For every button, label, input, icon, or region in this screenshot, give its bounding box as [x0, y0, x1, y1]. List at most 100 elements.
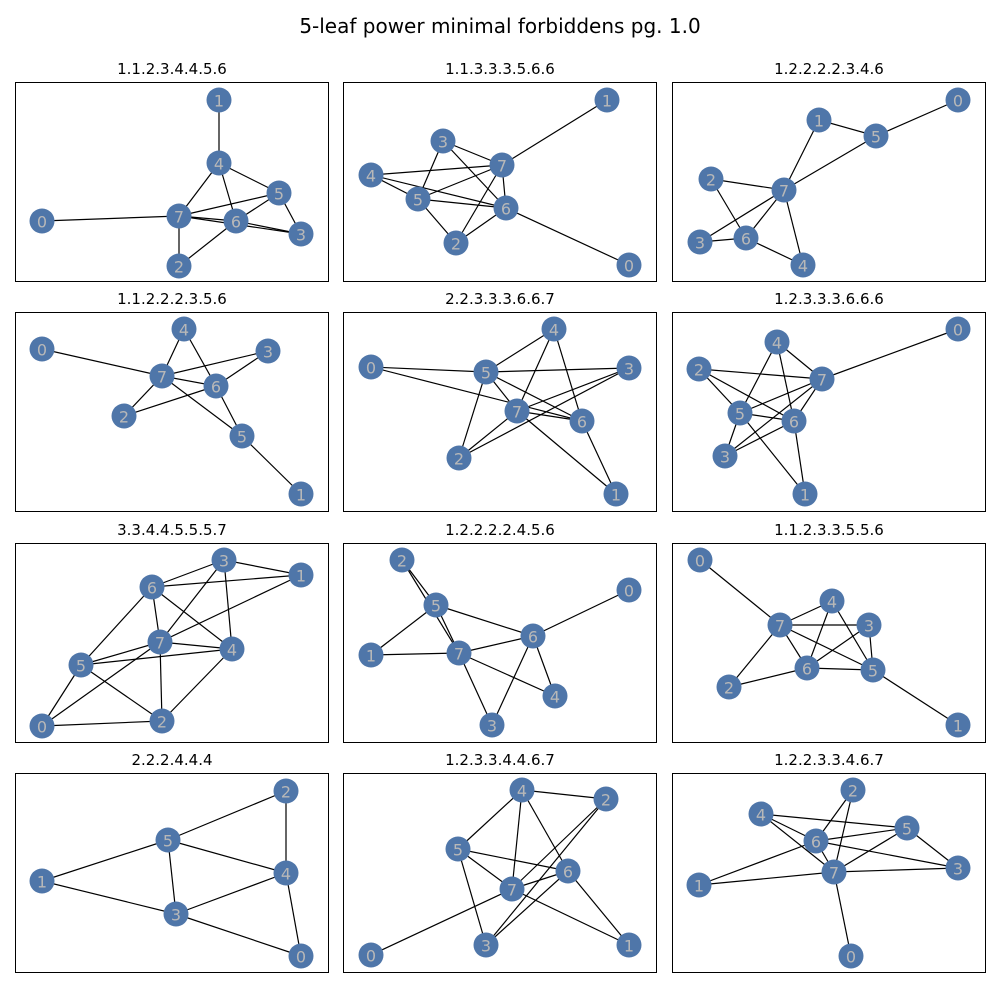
node-5: 5 [445, 836, 471, 862]
node-circle [288, 562, 314, 588]
node-label: 0 [37, 213, 47, 232]
node-0: 0 [687, 547, 713, 573]
node-label: 0 [624, 582, 634, 601]
node-4: 4 [219, 636, 245, 662]
edge-7-4 [783, 189, 804, 266]
edge-1-7 [370, 652, 460, 656]
node-2: 2 [840, 777, 866, 803]
node-circle [727, 400, 753, 426]
node-label: 3 [171, 906, 181, 925]
node-circle [405, 186, 431, 212]
edge-5-1 [739, 412, 806, 495]
edge-3-7 [516, 367, 630, 412]
edge-3-6 [442, 140, 507, 209]
graph-drawing: 0 1 2 3 4 5 6 7 [358, 316, 642, 507]
edge-3-6 [724, 420, 795, 457]
node-6: 6 [803, 828, 829, 854]
edge-5-7 [783, 135, 877, 191]
node-label: 2 [706, 171, 716, 190]
edge-4-5 [760, 813, 908, 829]
panel-title: 3.3.4.4.5.5.5.7 [117, 521, 227, 539]
edge-6-1 [567, 870, 630, 946]
node-circle [206, 150, 232, 176]
node-circle [894, 815, 920, 841]
edge-5-3 [485, 367, 630, 373]
graph-drawing: 0 1 2 3 4 5 6 7 [358, 87, 642, 278]
edge-5-6 [457, 848, 569, 872]
node-label: 1 [624, 937, 634, 956]
edge-4-7 [516, 328, 555, 412]
node-3: 3 [712, 443, 738, 469]
node-circle [443, 230, 469, 256]
node-label: 1 [296, 567, 306, 586]
node-label: 4 [179, 321, 189, 340]
node-label: 6 [563, 863, 573, 882]
edge-4-7 [760, 813, 835, 873]
node-circle [767, 612, 793, 638]
node-circle [616, 252, 642, 278]
node-label: 7 [157, 368, 167, 387]
node-circle [764, 329, 790, 355]
node-circle [716, 674, 742, 700]
node-circle [593, 786, 619, 812]
node-circle [358, 942, 384, 968]
node-circle [541, 316, 567, 342]
node-5: 5 [155, 827, 181, 853]
node-label: 1 [296, 486, 306, 505]
node-label: 6 [811, 833, 821, 852]
edge-2-4 [161, 648, 233, 722]
node-label: 5 [237, 428, 247, 447]
node-1: 1 [616, 932, 642, 958]
node-label: 3 [953, 860, 963, 879]
node-7: 7 [166, 203, 192, 229]
graph-frame: 0 1 2 3 4 5 6 7 [672, 312, 986, 512]
node-4: 4 [171, 316, 197, 342]
node-circle [945, 855, 971, 881]
node-4: 4 [358, 162, 384, 188]
graph-drawing: 0 1 2 3 4 5 6 7 [687, 547, 971, 738]
graph-panel: 1.1.2.2.2.3.5.6 0 1 2 3 4 5 6 7 [15, 288, 329, 512]
node-0: 0 [29, 336, 55, 362]
edge-1-3 [41, 880, 177, 915]
edge-3-7 [699, 189, 785, 243]
node-6: 6 [223, 208, 249, 234]
edge-0-5 [370, 366, 487, 373]
node-0: 0 [358, 354, 384, 380]
node-circle [206, 87, 232, 113]
node-label: 7 [497, 157, 507, 176]
node-5: 5 [894, 815, 920, 841]
node-6: 6 [493, 195, 519, 221]
node-circle [273, 860, 299, 886]
node-6: 6 [781, 408, 807, 434]
edge-0-7 [41, 348, 163, 377]
edge-2-7 [511, 798, 607, 890]
node-label: 0 [366, 947, 376, 966]
node-circle [781, 408, 807, 434]
edge-3-0 [175, 913, 302, 957]
graph-panel: 1.2.2.2.2.4.5.6 0 1 2 3 4 5 6 7 [343, 519, 657, 743]
node-circle [698, 166, 724, 192]
graph-panel: 1.1.2.3.4.4.5.6 0 1 2 3 4 5 6 7 [15, 58, 329, 282]
node-6: 6 [569, 408, 595, 434]
node-circle [358, 354, 384, 380]
graph-frame: 0 1 2 3 4 5 [15, 773, 329, 973]
edge-6-5 [815, 827, 908, 842]
node-label: 2 [281, 783, 291, 802]
node-circle [203, 373, 229, 399]
node-label: 1 [800, 486, 810, 505]
node-0: 0 [29, 713, 55, 739]
node-1: 1 [792, 481, 818, 507]
graph-frame: 0 1 2 3 4 5 6 7 [672, 82, 986, 282]
node-label: 7 [454, 645, 464, 664]
graph-panel: 1.2.2.2.2.3.4.6 0 1 2 3 4 5 6 7 [672, 58, 986, 282]
node-circle [219, 636, 245, 662]
node-label: 4 [227, 641, 237, 660]
edge-1-7 [698, 871, 835, 886]
edge-7-5 [178, 192, 280, 217]
graph-frame: 0 1 2 3 4 5 6 7 [343, 773, 657, 973]
node-4: 4 [509, 777, 535, 803]
panel-title: 1.1.2.3.4.4.5.6 [117, 60, 227, 78]
node-circle [806, 107, 832, 133]
node-3: 3 [288, 221, 314, 247]
edge-4-5 [739, 341, 778, 414]
